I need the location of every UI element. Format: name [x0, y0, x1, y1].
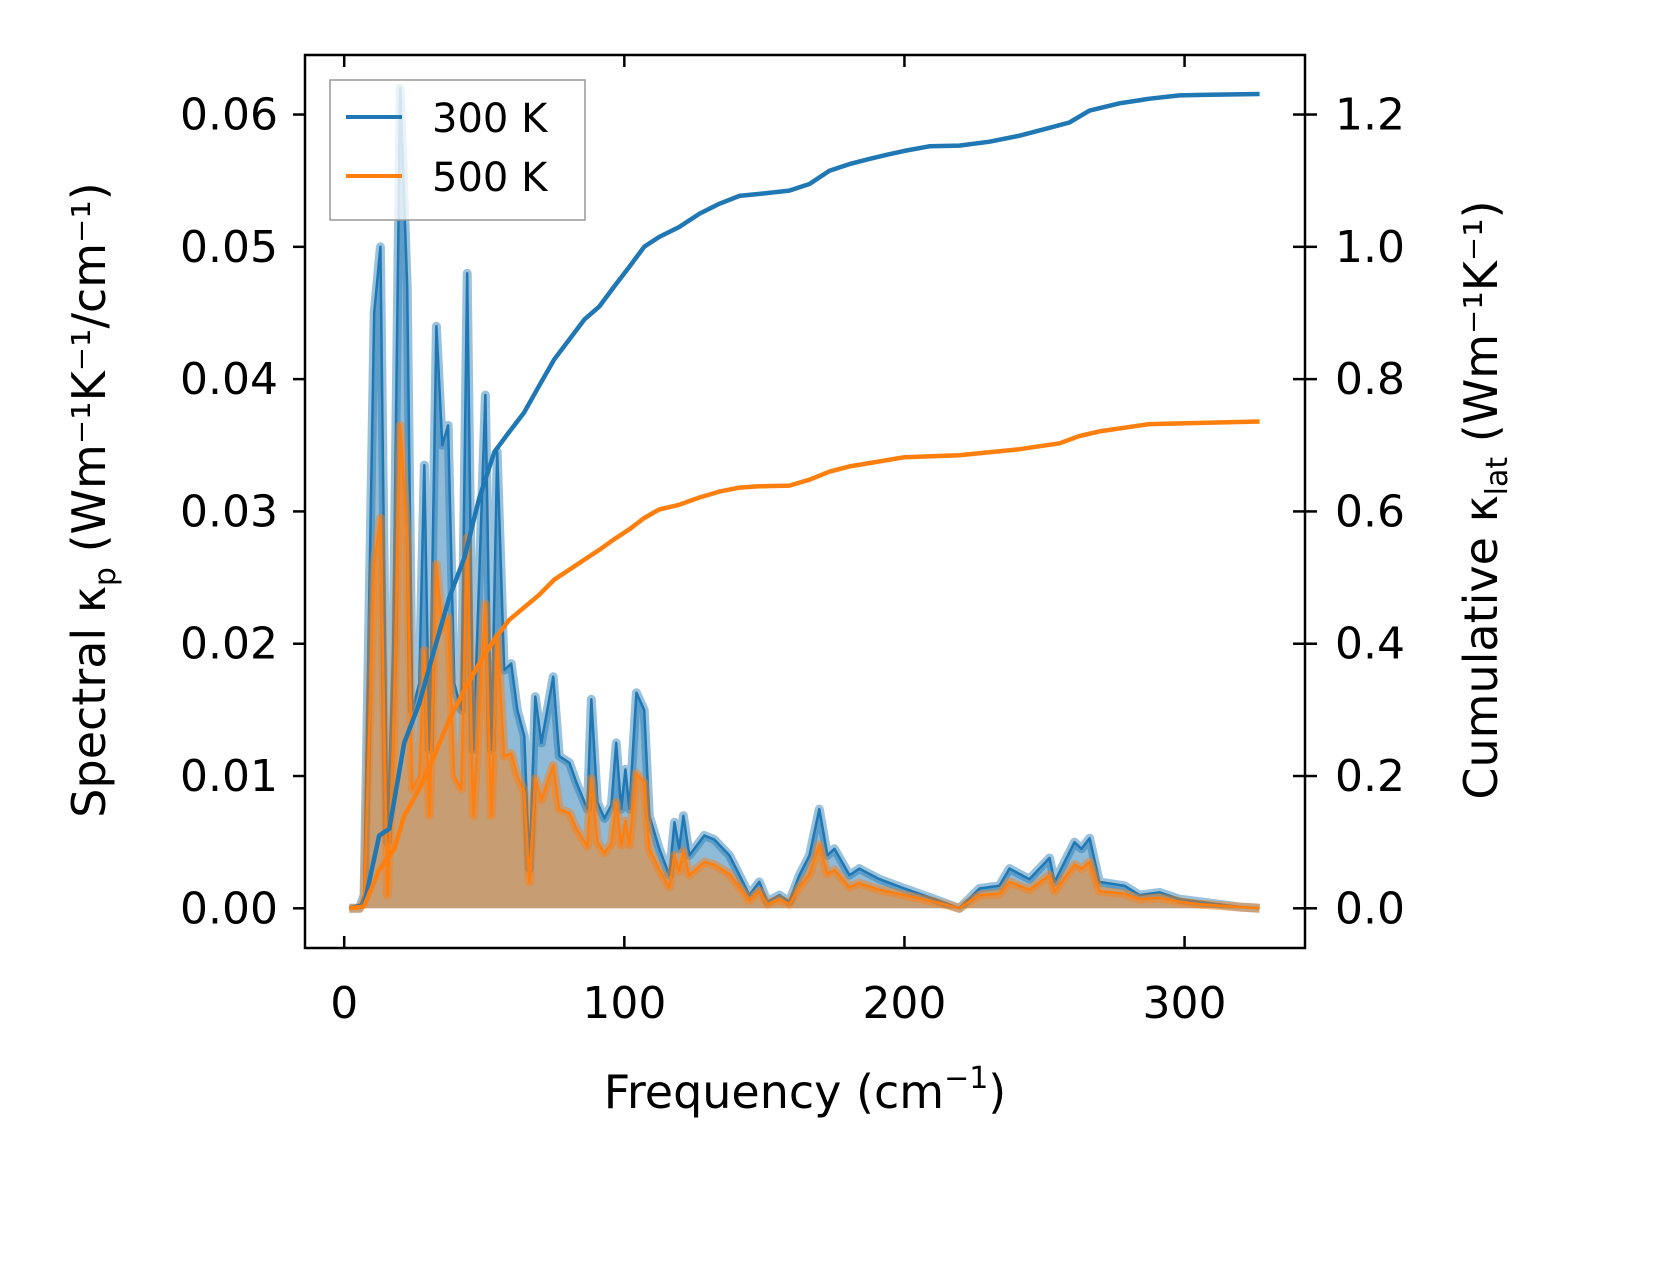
y-tick-label-right: 1.2: [1335, 90, 1405, 141]
axis-ticks: 0 100 200 300 0.00 0.01 0.02 0.03 0.04 0.05 0.06 0.…: [180, 55, 1405, 1029]
spectral-lines: [349, 83, 1260, 913]
y-tick-label-right: 0.4: [1335, 619, 1405, 670]
y-tick-label-right: 0.0: [1335, 883, 1405, 934]
x-tick-label: 300: [1143, 978, 1227, 1029]
y-tick-label-left: 0.05: [180, 222, 278, 273]
legend-box: [329, 79, 586, 221]
y-tick-label-left: 0.03: [180, 486, 278, 537]
y-tick-label-left: 0.02: [180, 619, 278, 670]
y-tick-label-right: 0.2: [1335, 751, 1405, 802]
legend: 300 K 500 K: [329, 79, 586, 221]
y-tick-label-left: 0.04: [180, 354, 278, 405]
cumulative-lines: [348, 91, 1260, 911]
y-axis-label-right: Cumulative κlat (Wm⁻¹K⁻¹): [1454, 200, 1515, 799]
y-tick-label-right: 0.8: [1335, 354, 1405, 405]
x-tick-label: 200: [862, 978, 946, 1029]
spectral-line-300k: [349, 86, 1260, 910]
y-tick-label-left: 0.06: [180, 90, 278, 141]
legend-label-500k: 500 K: [432, 155, 549, 201]
spectral-line-500k: [349, 424, 1260, 910]
y-axis-label-left: Spectral κp (Wm⁻¹K⁻¹/cm⁻¹): [62, 182, 123, 817]
cumulative-line-500k: [348, 419, 1260, 911]
spectral-fill-500k: [349, 425, 1260, 909]
spectral-fills: [349, 88, 1260, 909]
y-tick-label-right: 1.0: [1335, 222, 1405, 273]
y-tick-label-left: 0.00: [180, 883, 278, 934]
x-tick-label: 100: [582, 978, 666, 1029]
x-axis-label: Frequency (cm−1): [604, 1061, 1007, 1119]
y-tick-label-left: 0.01: [180, 751, 278, 802]
legend-label-300k: 300 K: [432, 96, 549, 142]
x-tick-label: 0: [330, 978, 358, 1029]
plot-frame: [303, 53, 1307, 950]
cumulative-line-300k: [348, 91, 1260, 911]
y-tick-label-right: 0.6: [1335, 486, 1405, 537]
